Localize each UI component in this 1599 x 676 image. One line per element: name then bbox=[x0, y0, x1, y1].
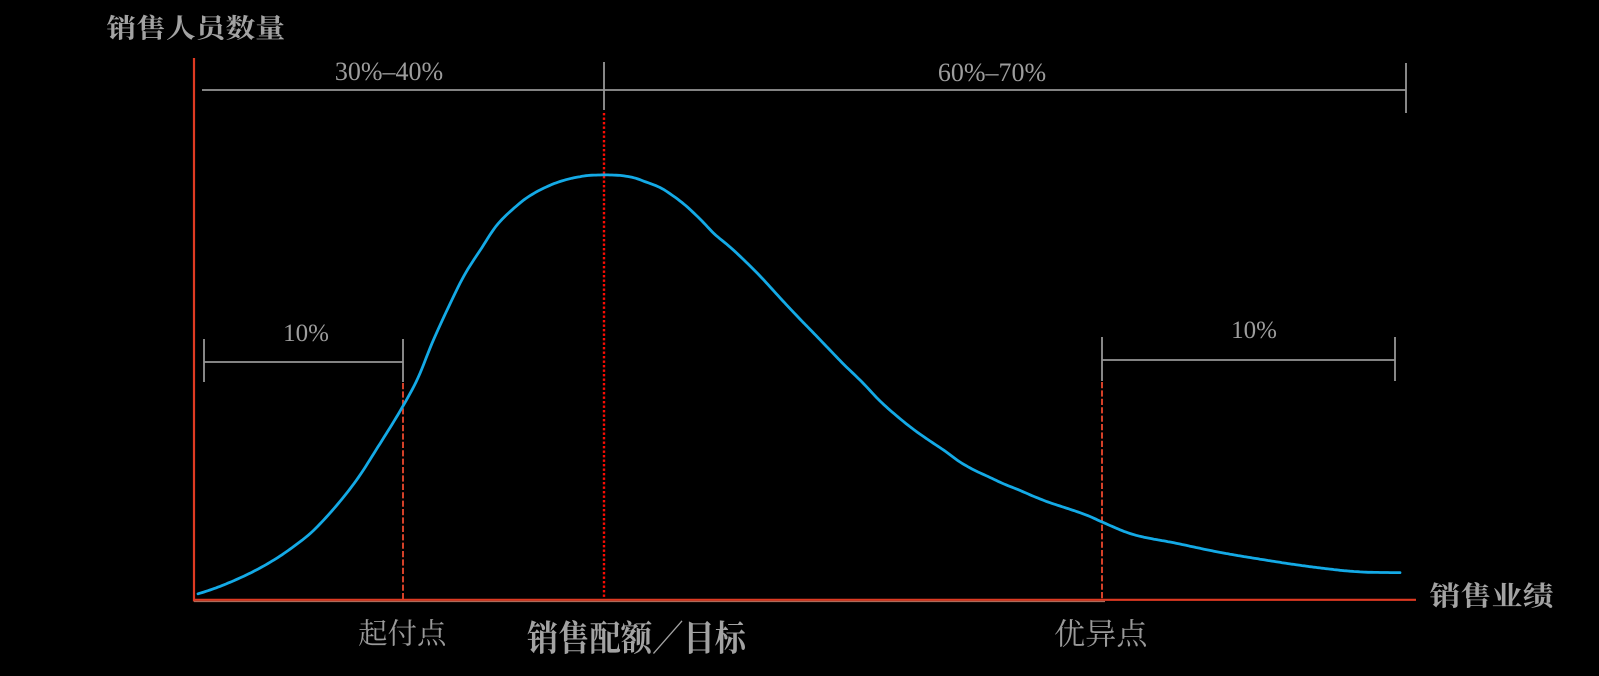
svg-text:30%–40%: 30%–40% bbox=[335, 57, 443, 86]
svg-text:60%–70%: 60%–70% bbox=[938, 58, 1046, 87]
svg-text:10%: 10% bbox=[1231, 317, 1277, 344]
svg-text:10%: 10% bbox=[283, 320, 329, 347]
